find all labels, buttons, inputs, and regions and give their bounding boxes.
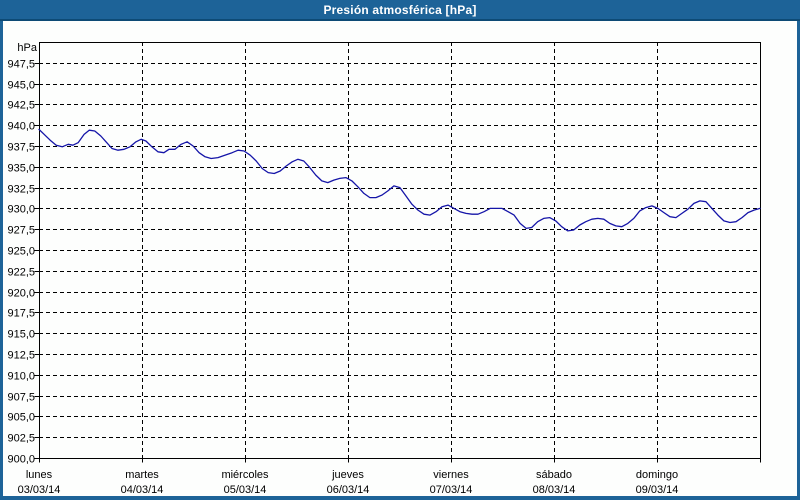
- pressure-line: [38, 128, 761, 232]
- window-title: Presión atmosférica [hPa]: [323, 3, 477, 17]
- y-tick-label: 922,5: [7, 267, 35, 279]
- y-tick-label: 932,5: [7, 184, 35, 196]
- day-date-label: 03/03/14: [18, 484, 61, 496]
- y-tick-label: 945,0: [7, 80, 35, 92]
- window-titlebar: Presión atmosférica [hPa]: [0, 0, 800, 21]
- day-name-label: miércoles: [221, 469, 269, 481]
- y-tick-label: 917,5: [7, 308, 35, 320]
- day-date-label: 09/03/14: [636, 484, 679, 496]
- day-name-label: lunes: [26, 469, 53, 481]
- y-tick-label: 925,0: [7, 246, 35, 258]
- y-tick-label: 947,5: [7, 59, 35, 71]
- y-tick-label: 927,5: [7, 225, 35, 237]
- day-date-label: 06/03/14: [327, 484, 370, 496]
- y-tick-label: 942,5: [7, 100, 35, 112]
- y-tick-label: 915,0: [7, 329, 35, 341]
- day-name-label: viernes: [433, 469, 469, 481]
- day-name-label: martes: [125, 469, 159, 481]
- day-date-label: 08/03/14: [533, 484, 576, 496]
- y-tick-label: 900,0: [7, 454, 35, 466]
- day-date-label: 04/03/14: [121, 484, 164, 496]
- plot-border: [39, 42, 761, 459]
- day-name-label: jueves: [331, 469, 364, 481]
- y-axis-unit-label: hPa: [17, 42, 37, 54]
- y-tick-label: 930,0: [7, 204, 35, 216]
- y-tick-label: 902,5: [7, 433, 35, 445]
- y-tick-label: 907,5: [7, 392, 35, 404]
- y-tick-label: 940,0: [7, 121, 35, 133]
- day-date-label: 05/03/14: [224, 484, 267, 496]
- y-tick-label: 905,0: [7, 412, 35, 424]
- y-tick-label: 937,5: [7, 142, 35, 154]
- day-name-label: sábado: [536, 469, 572, 481]
- y-tick-label: 910,0: [7, 371, 35, 383]
- y-tick-label: 935,0: [7, 163, 35, 175]
- day-date-label: 07/03/14: [430, 484, 473, 496]
- y-tick-label: 912,5: [7, 350, 35, 362]
- day-name-label: domingo: [636, 469, 678, 481]
- y-tick-label: 920,0: [7, 288, 35, 300]
